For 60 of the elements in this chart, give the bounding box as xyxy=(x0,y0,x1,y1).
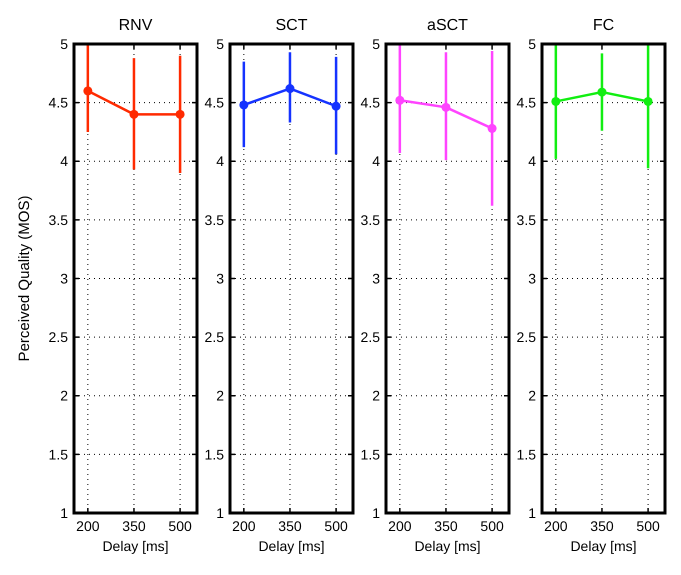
x-tick-label: 200 xyxy=(76,518,100,534)
chart-title: SCT xyxy=(276,17,308,34)
y-tick-label: 3.5 xyxy=(516,212,536,228)
y-tick-label: 3 xyxy=(60,270,68,286)
y-tick-label: 2.5 xyxy=(516,329,536,346)
x-tick-label: 350 xyxy=(434,518,458,534)
y-tick-label: 5 xyxy=(372,36,380,52)
y-tick-label: 5 xyxy=(528,36,536,52)
point xyxy=(441,102,450,112)
y-tick-label: 1.5 xyxy=(48,446,68,462)
x-tick-label: 350 xyxy=(278,518,302,534)
y-tick-label: 4.5 xyxy=(204,94,224,111)
x-tick-label: 200 xyxy=(544,518,568,534)
y-tick-label: 1.5 xyxy=(516,446,536,462)
y-tick-label: 4 xyxy=(372,153,380,170)
y-tick-label: 4.5 xyxy=(48,94,68,111)
y-tick-label: 3.5 xyxy=(48,212,68,228)
y-tick-label: 5 xyxy=(216,36,224,52)
x-tick-label: 350 xyxy=(590,518,614,534)
y-tick-label: 2.5 xyxy=(360,329,380,346)
x-axis-title: Delay [ms] xyxy=(414,538,481,554)
y-tick-label: 2 xyxy=(216,388,224,404)
point xyxy=(395,96,404,105)
y-tick-label: 1 xyxy=(372,504,380,521)
y-tick-label: 2 xyxy=(372,388,380,404)
x-tick-label: 350 xyxy=(122,518,146,534)
y-tick-label: 1 xyxy=(60,504,68,521)
y-axis-title: Perceived Quality (MOS) xyxy=(16,196,33,362)
chart-title: RNV xyxy=(118,17,153,34)
x-axis-title: Delay [ms] xyxy=(102,538,169,554)
y-tick-label: 2 xyxy=(528,388,536,404)
y-tick-label: 2.5 xyxy=(204,329,224,346)
x-tick-label: 200 xyxy=(388,518,412,534)
y-tick-label: 1 xyxy=(528,504,536,521)
y-tick-label: 2.5 xyxy=(48,329,68,346)
y-tick-label: 3 xyxy=(372,270,380,286)
chart-title: aSCT xyxy=(427,17,468,34)
y-tick-label: 1.5 xyxy=(360,446,380,462)
y-tick-label: 1.5 xyxy=(204,446,224,462)
y-tick-label: 3 xyxy=(216,270,224,286)
chart-title: FC xyxy=(592,17,614,34)
x-tick-label: 500 xyxy=(168,518,192,534)
point xyxy=(488,124,497,133)
y-tick-label: 3.5 xyxy=(204,212,224,228)
y-tick-label: 5 xyxy=(60,36,68,52)
x-tick-label: 500 xyxy=(480,518,504,534)
y-tick-label: 4.5 xyxy=(516,94,536,111)
y-tick-label: 2 xyxy=(60,388,68,404)
x-tick-label: 500 xyxy=(636,518,660,534)
y-tick-label: 3 xyxy=(528,270,536,286)
y-tick-label: 1 xyxy=(216,504,224,521)
x-axis-title: Delay [ms] xyxy=(570,538,637,554)
y-tick-label: 4.5 xyxy=(360,94,380,111)
x-axis-title: Delay [ms] xyxy=(258,538,325,554)
y-tick-label: 3.5 xyxy=(360,212,380,228)
y-tick-label: 4 xyxy=(528,153,536,170)
x-tick-label: 500 xyxy=(324,518,348,534)
y-tick-label: 4 xyxy=(60,153,68,170)
x-tick-label: 200 xyxy=(232,518,256,534)
y-tick-label: 4 xyxy=(216,153,224,170)
